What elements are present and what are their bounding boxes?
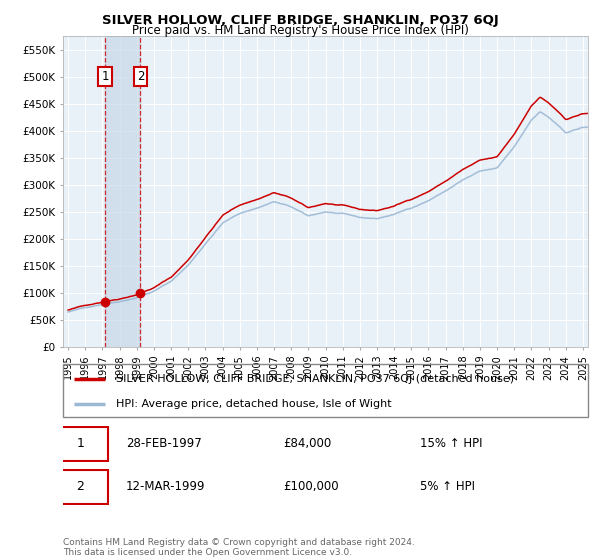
Text: 5% ↑ HPI: 5% ↑ HPI bbox=[420, 480, 475, 493]
FancyBboxPatch shape bbox=[53, 427, 107, 461]
Text: SILVER HOLLOW, CLIFF BRIDGE, SHANKLIN, PO37 6QJ (detached house): SILVER HOLLOW, CLIFF BRIDGE, SHANKLIN, P… bbox=[115, 374, 514, 384]
Text: 12-MAR-1999: 12-MAR-1999 bbox=[126, 480, 205, 493]
FancyBboxPatch shape bbox=[53, 470, 107, 504]
Text: £84,000: £84,000 bbox=[284, 437, 332, 450]
Text: 28-FEB-1997: 28-FEB-1997 bbox=[126, 437, 202, 450]
Text: 2: 2 bbox=[137, 71, 144, 83]
Text: 1: 1 bbox=[76, 437, 84, 450]
Text: Contains HM Land Registry data © Crown copyright and database right 2024.
This d: Contains HM Land Registry data © Crown c… bbox=[63, 538, 415, 557]
Text: 2: 2 bbox=[76, 480, 84, 493]
Text: HPI: Average price, detached house, Isle of Wight: HPI: Average price, detached house, Isle… bbox=[115, 399, 391, 409]
Bar bbox=[105, 36, 140, 347]
Text: 15% ↑ HPI: 15% ↑ HPI bbox=[420, 437, 482, 450]
Text: Price paid vs. HM Land Registry's House Price Index (HPI): Price paid vs. HM Land Registry's House … bbox=[131, 24, 469, 36]
Text: 1: 1 bbox=[101, 71, 109, 83]
Text: SILVER HOLLOW, CLIFF BRIDGE, SHANKLIN, PO37 6QJ: SILVER HOLLOW, CLIFF BRIDGE, SHANKLIN, P… bbox=[101, 14, 499, 27]
Text: £100,000: £100,000 bbox=[284, 480, 339, 493]
